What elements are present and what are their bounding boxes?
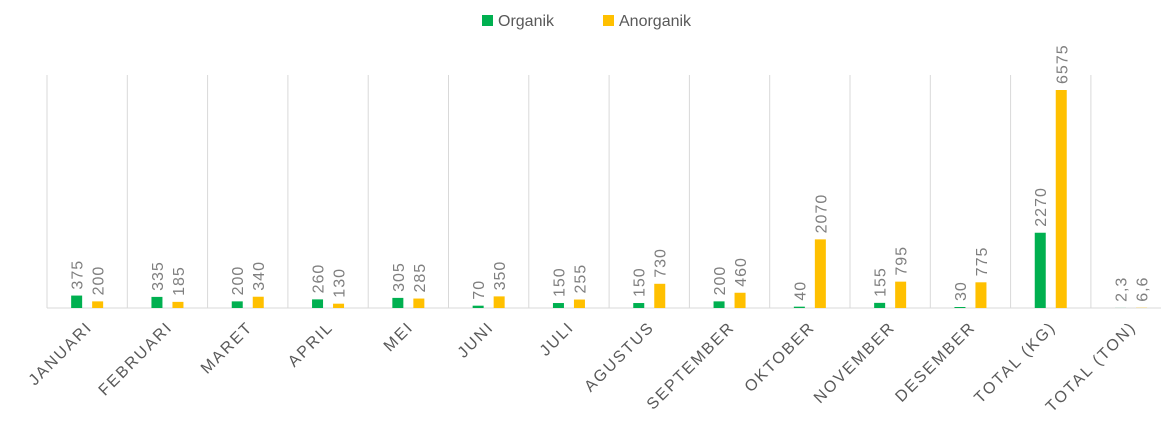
bar xyxy=(71,295,83,308)
data-label: 305 xyxy=(391,262,408,292)
x-tick-label: SEPTEMBER xyxy=(644,319,739,414)
bar xyxy=(1055,90,1067,308)
x-tick-label: AGUSTUS xyxy=(581,319,658,396)
bar xyxy=(573,299,585,308)
bar xyxy=(252,296,264,308)
data-label: 200 xyxy=(230,266,247,296)
data-label: 340 xyxy=(251,261,268,291)
data-label: 30 xyxy=(953,281,970,301)
data-label: 350 xyxy=(492,261,509,291)
bar xyxy=(392,297,404,308)
bar xyxy=(493,296,505,308)
data-label: 335 xyxy=(150,261,167,291)
x-tick-label: NOVEMBER xyxy=(811,319,899,407)
bar xyxy=(814,239,826,308)
bar xyxy=(231,301,243,308)
x-tick-label: FEBRUARI xyxy=(96,319,177,400)
data-label: 795 xyxy=(894,246,911,276)
x-tick-label: DESEMBER xyxy=(892,319,979,406)
bar xyxy=(472,305,484,308)
bar xyxy=(92,301,104,308)
data-label: 375 xyxy=(70,260,87,290)
x-tick-label: APRIL xyxy=(285,319,337,371)
bar xyxy=(333,303,345,308)
x-tick-label: JUNI xyxy=(455,319,498,362)
x-tick-label: JULI xyxy=(537,319,578,360)
bar xyxy=(793,306,805,308)
data-label: 40 xyxy=(792,281,809,301)
bar xyxy=(975,282,987,308)
data-label: 200 xyxy=(712,266,729,296)
x-tick-label: JANUARI xyxy=(26,319,96,389)
bar xyxy=(654,283,666,308)
data-label: 6,6 xyxy=(1135,277,1152,302)
bar xyxy=(172,301,184,308)
bar xyxy=(1034,232,1046,308)
legend-swatch xyxy=(482,15,493,26)
data-label: 460 xyxy=(733,257,750,287)
legend-swatch xyxy=(603,15,614,26)
x-tick-label: OKTOBER xyxy=(742,319,819,396)
data-label: 775 xyxy=(974,247,991,277)
data-label: 155 xyxy=(873,267,890,297)
data-label: 255 xyxy=(572,264,589,294)
bar xyxy=(954,307,966,308)
data-label: 130 xyxy=(332,268,349,298)
bar xyxy=(713,301,725,308)
bar xyxy=(895,281,907,308)
x-tick-label: MARET xyxy=(198,319,257,378)
data-label: 185 xyxy=(171,266,188,296)
x-tick-label: MEI xyxy=(381,319,417,355)
bar xyxy=(633,303,645,308)
data-label: 150 xyxy=(551,267,568,297)
bar xyxy=(312,299,324,308)
legend-label: Anorganik xyxy=(619,13,692,30)
x-tick-label: TOTAL (KG) xyxy=(971,319,1059,407)
bar xyxy=(151,296,163,308)
data-label: 70 xyxy=(471,280,488,300)
data-label: 6575 xyxy=(1054,44,1071,84)
data-label: 2070 xyxy=(813,194,830,234)
bar xyxy=(734,292,746,308)
bar xyxy=(552,303,564,308)
data-label: 2,3 xyxy=(1114,277,1131,302)
legend-label: Organik xyxy=(498,13,555,30)
x-tick-label: TOTAL (TON) xyxy=(1043,319,1140,416)
bar xyxy=(874,302,886,308)
data-label: 150 xyxy=(632,267,649,297)
data-label: 285 xyxy=(412,263,429,293)
data-label: 730 xyxy=(653,248,670,278)
bar xyxy=(413,298,425,308)
data-label: 200 xyxy=(91,266,108,296)
data-label: 260 xyxy=(311,264,328,294)
data-label: 2270 xyxy=(1033,187,1050,227)
